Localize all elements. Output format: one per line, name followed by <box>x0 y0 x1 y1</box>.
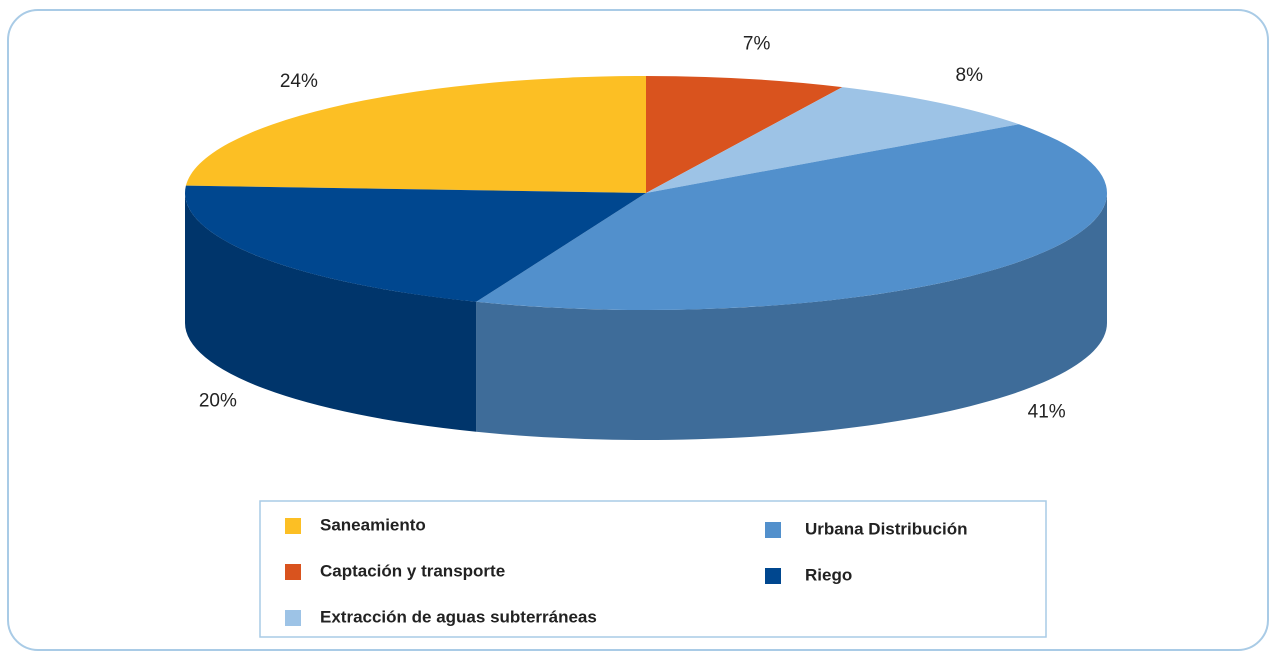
data-label: 7% <box>743 34 771 55</box>
legend-swatch <box>285 610 301 626</box>
legend-box <box>259 500 1047 638</box>
pie-slice <box>185 185 647 302</box>
data-label: 24% <box>280 71 318 92</box>
legend-label: Saneamiento <box>320 515 426 534</box>
pie-slice <box>476 124 1107 310</box>
pie-slice <box>185 76 647 193</box>
pie-side <box>476 193 1108 440</box>
legend-label: Urbana Distribución <box>805 519 967 538</box>
legend-swatch <box>285 518 301 534</box>
legend-label: Riego <box>805 565 852 584</box>
data-label: 8% <box>956 65 984 86</box>
data-label: 20% <box>199 390 237 411</box>
legend-swatch <box>285 564 301 580</box>
pie-slice <box>646 87 1019 193</box>
legend-swatch <box>765 568 781 584</box>
legend-label: Extracción de aguas subterráneas <box>320 607 597 626</box>
legend-swatch <box>765 522 781 538</box>
data-label: 41% <box>1028 402 1066 423</box>
legend-label: Captación y transporte <box>320 561 505 580</box>
pie-slice <box>646 76 843 193</box>
pie-side <box>185 193 477 432</box>
